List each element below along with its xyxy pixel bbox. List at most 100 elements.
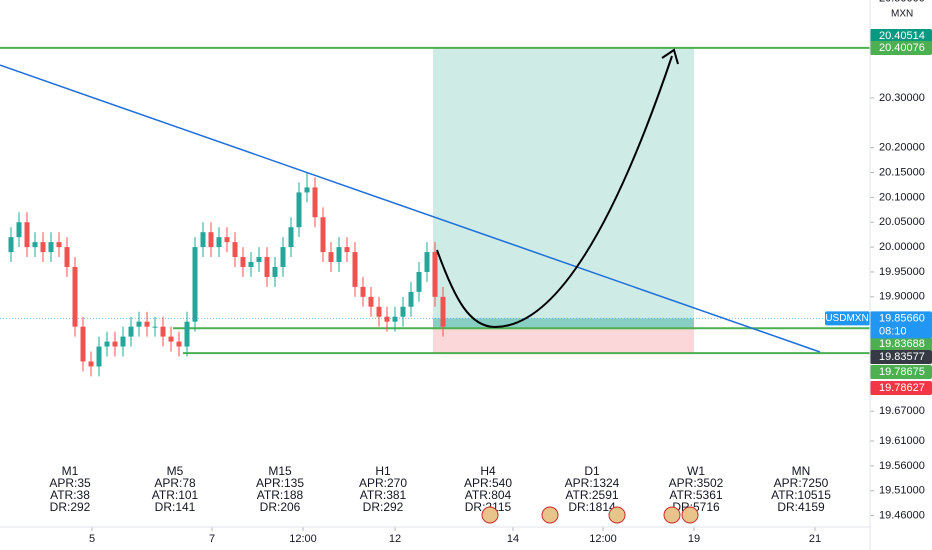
candle-body [56,242,62,248]
panel-atr: ATR:2591 [565,488,618,502]
x-tick-label: 5 [89,533,95,545]
panel-atr: ATR:5361 [669,488,722,502]
candle-body [408,291,414,307]
panel-atr: ATR:38 [50,488,90,502]
price-badge [870,337,932,351]
candle-body [72,266,78,327]
stop-zone [433,328,694,354]
candle-body [336,247,342,263]
y-tick-label: 20.30000 [879,92,925,104]
flag-icon [608,506,626,524]
arrow-head [661,48,679,65]
candle-body [144,321,150,327]
candle-body [440,296,446,327]
candle-body [320,217,326,253]
panel-dr: DR:292 [50,500,91,514]
x-tick-label: 14 [507,533,519,545]
panel-atr: ATR:804 [465,488,512,502]
candle-body [200,232,206,248]
candle-body [296,192,302,228]
target-zone [433,47,694,329]
candle-body [24,222,30,248]
y-tick-label: 20.00000 [879,241,925,253]
symbol-label: USDMXN [825,313,868,324]
price-badge-label: 20.40076 [879,42,925,54]
candle-body [328,252,334,263]
x-tick-label: 12:00 [589,533,617,545]
x-tick-label: 7 [209,533,215,545]
candle-body [104,341,110,347]
candle-body [384,316,390,322]
panel-dr: DR:1814 [568,500,616,514]
y-tick-label: 19.56000 [879,460,925,472]
price-badge-label: 19.83688 [879,338,925,350]
last-price-label: 19.85660 [879,312,925,324]
candle-body [112,341,118,347]
candle-body [168,336,174,342]
candle-body [312,187,318,218]
panel-dr: DR:206 [260,500,301,514]
candle-body [352,252,358,287]
candle-body [216,237,222,248]
panel-timeframe: W1 [687,464,705,478]
candle-body [176,341,182,347]
y-tick-label: 20.15000 [879,166,925,178]
panel-apr: APR:3502 [669,476,724,490]
candle-body [136,321,142,327]
price-badge-label: 19.78675 [879,366,925,378]
y-tick-label: 20.50000 [879,0,925,4]
price-badge [870,29,932,43]
countdown-label: 08:10 [879,325,907,337]
candle-body [376,306,382,317]
panel-timeframe: M5 [167,464,184,478]
y-tick-label: 20.10000 [879,191,925,203]
candle-body [128,326,134,337]
y-tick-label: 19.67000 [879,405,925,417]
candle-body [64,247,70,267]
candle-body [432,252,438,297]
candle-body [88,361,94,367]
candle-body [32,242,38,248]
candle-body [280,247,286,267]
candle-body [360,286,366,297]
open-pnl-zone [433,318,694,329]
trendline [0,64,821,353]
y-tick-label: 19.46000 [879,509,925,521]
y-tick-label: 20.05000 [879,216,925,228]
last-price-badge [870,311,932,339]
panel-timeframe: MN [792,464,811,478]
panel-apr: APR:270 [359,476,407,490]
candle-body [400,306,406,317]
axis-unit: MXN [891,9,913,20]
price-badge-label: 19.78627 [879,382,925,394]
x-tick-label: 12 [389,533,401,545]
panel-timeframe: M15 [268,464,292,478]
panel-apr: APR:7250 [774,476,829,490]
candle-body [160,326,166,337]
projection-arrow [436,55,673,329]
price-badge [870,41,932,55]
panel-timeframe: H1 [375,464,391,478]
flag-icon [681,506,699,524]
panel-timeframe: M1 [62,464,79,478]
panel-timeframe: H4 [480,464,496,478]
candle-body [48,242,54,253]
y-tick-label: 19.95000 [879,266,925,278]
x-tick-label: 21 [809,533,821,545]
y-tick-label: 19.90000 [879,291,925,303]
candle-body [184,321,190,347]
candle-body [392,316,398,322]
candle-body [208,232,214,248]
price-badge [870,381,932,395]
panel-atr: ATR:381 [360,488,407,502]
flag-icons [481,506,699,524]
flag-icon [481,506,499,524]
x-tick-label: 12:00 [289,533,317,545]
candle-body [272,266,278,277]
candle-body [232,242,238,258]
panel-apr: APR:78 [154,476,196,490]
panel-apr: APR:135 [256,476,304,490]
candle-body [368,296,374,307]
